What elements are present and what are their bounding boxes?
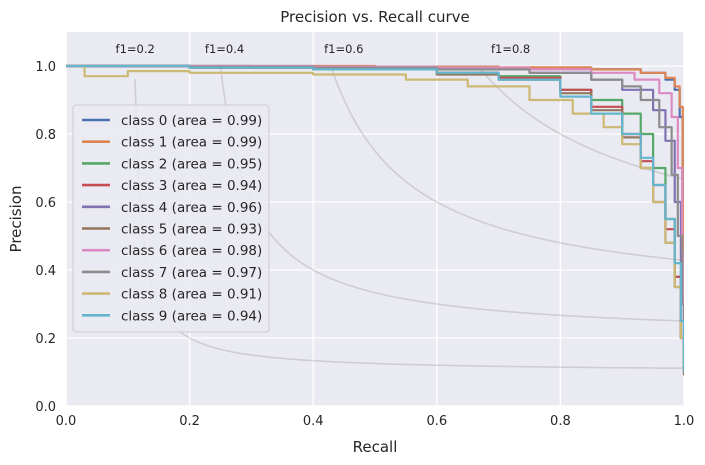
- x-tick-label: 1.0: [674, 414, 695, 429]
- y-tick-label: 0.2: [35, 332, 56, 347]
- legend-box: [72, 104, 270, 333]
- x-tick-label: 0.6: [426, 414, 447, 429]
- legend-entry: class 5 (area = 0.93): [121, 222, 262, 238]
- y-tick-label: 0.4: [35, 264, 56, 279]
- series-line-class-9: [66, 64, 684, 372]
- y-tick-label: 0.6: [35, 196, 56, 211]
- x-axis-label: Recall: [353, 438, 398, 456]
- iso-f1-curve: [134, 79, 684, 370]
- iso-f1-curve: [477, 65, 684, 181]
- y-axis-label: Precision: [7, 186, 25, 253]
- iso-f1-label: f1=0.6: [324, 42, 363, 56]
- legend-entry: class 0 (area = 0.99): [121, 113, 262, 129]
- legend-entry: class 2 (area = 0.95): [121, 156, 262, 172]
- legend-entry: class 8 (area = 0.91): [121, 287, 262, 303]
- iso-f1-label: f1=0.4: [205, 42, 244, 56]
- iso-f1-curves: f1=0.2 f1=0.4 f1=0.6 f1=0.8: [116, 42, 684, 370]
- x-tick-label: 0.0: [56, 414, 77, 429]
- y-tick-label: 0.8: [35, 128, 56, 143]
- tick-labels: 0.0 0.2 0.4 0.6 0.8 1.0 0.0 0.2 0.4 0.6 0.8 1.0: [35, 60, 694, 429]
- series-line-class-8: [66, 64, 684, 372]
- x-tick-label: 0.4: [303, 414, 324, 429]
- iso-f1-curve: [220, 68, 684, 322]
- legend-entry: class 1 (area = 0.99): [121, 135, 262, 151]
- legend-entry: class 3 (area = 0.94): [121, 178, 262, 194]
- iso-f1-curve: [330, 66, 684, 262]
- legend-entry: class 4 (area = 0.96): [121, 200, 262, 216]
- iso-f1-label: f1=0.8: [491, 42, 530, 56]
- legend: class 0 (area = 0.99) class 1 (area = 0.9…: [72, 104, 270, 333]
- iso-f1-label: f1=0.2: [116, 42, 155, 56]
- y-tick-label: 0.0: [35, 400, 56, 415]
- legend-entry: class 9 (area = 0.94): [121, 308, 262, 324]
- legend-entry: class 7 (area = 0.97): [121, 265, 262, 281]
- series-lines: [66, 64, 684, 376]
- legend-entry: class 6 (area = 0.98): [121, 243, 262, 259]
- x-tick-label: 0.2: [179, 414, 200, 429]
- chart-title: Precision vs. Recall curve: [280, 8, 469, 26]
- y-tick-label: 1.0: [35, 60, 56, 75]
- x-tick-label: 0.8: [550, 414, 571, 429]
